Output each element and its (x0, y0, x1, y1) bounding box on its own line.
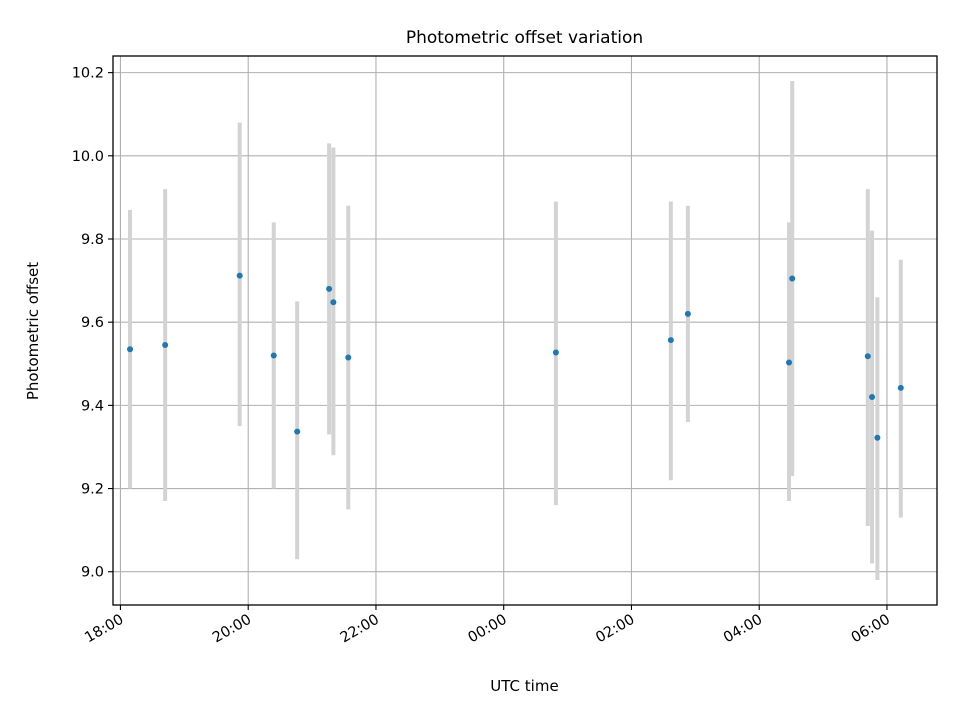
data-point (684, 310, 691, 317)
data-point (270, 352, 277, 359)
data-point (326, 285, 333, 292)
y-tick-label: 9.2 (81, 482, 104, 498)
data-point (330, 299, 337, 306)
data-point (864, 353, 871, 360)
data-point (127, 346, 134, 353)
data-point (162, 342, 169, 349)
data-point (869, 394, 876, 401)
data-point (789, 275, 796, 282)
grid (113, 56, 937, 605)
data-point (874, 434, 881, 441)
data-point (897, 384, 904, 391)
data-point (786, 359, 793, 366)
y-tick-label: 10.2 (72, 66, 104, 82)
data-point (552, 349, 559, 356)
y-tick-label: 9.4 (81, 398, 104, 414)
y-axis-ticks: 9.0 9.2 9.4 9.6 9.8 10.0 10.2 (72, 66, 113, 581)
data-point (667, 337, 674, 344)
x-axis-label: UTC time (490, 677, 558, 695)
plot-frame (112, 55, 938, 606)
y-tick-label: 9.8 (81, 232, 104, 248)
data-point (236, 272, 243, 279)
chart-title: Photometric offset variation (406, 28, 643, 48)
y-axis-label: Photometric offset (24, 262, 42, 400)
data-point (294, 428, 301, 435)
data-points (127, 272, 904, 441)
data-point (345, 354, 352, 361)
y-tick-label: 9.0 (81, 565, 104, 581)
y-tick-label: 10.0 (72, 149, 104, 165)
y-tick-label: 9.6 (81, 315, 104, 331)
